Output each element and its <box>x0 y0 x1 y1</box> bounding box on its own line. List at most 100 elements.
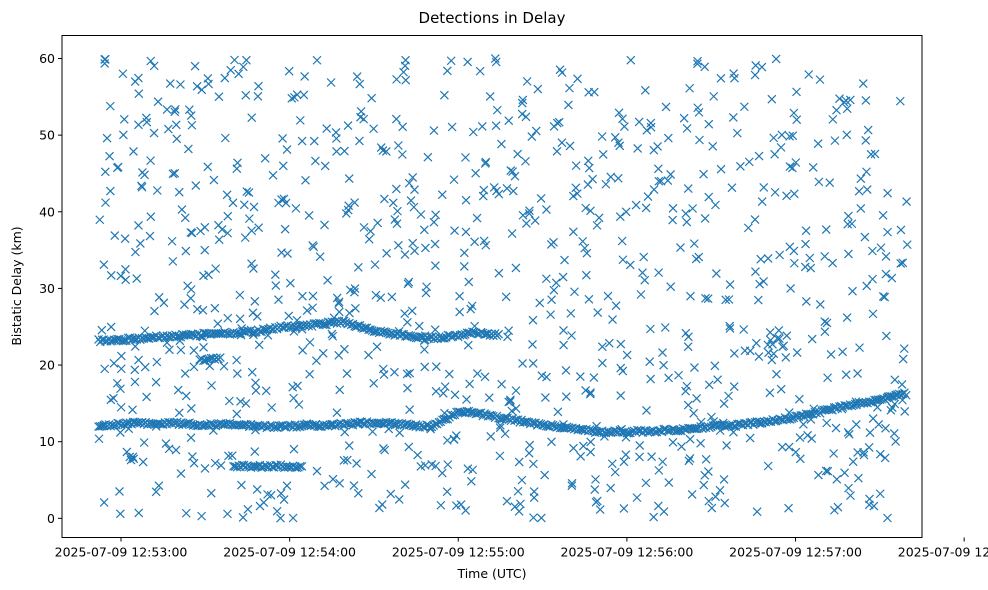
clutter-point <box>663 133 673 143</box>
clutter-point <box>186 285 196 294</box>
target-track-low-point <box>130 417 140 427</box>
clutter-point <box>203 74 213 83</box>
clutter-point <box>205 361 215 371</box>
clutter-point <box>106 270 116 280</box>
clutter-point <box>241 399 251 408</box>
clutter-point <box>744 157 754 167</box>
clutter-point <box>254 81 263 91</box>
clutter-point <box>856 174 866 184</box>
clutter-point <box>431 362 441 372</box>
clutter-point <box>189 458 199 468</box>
clutter-point <box>528 359 538 368</box>
clutter-point <box>654 268 664 278</box>
clutter-point <box>274 198 283 208</box>
clutter-point <box>393 141 403 150</box>
plot-frame <box>61 35 923 538</box>
clutter-point <box>461 195 471 205</box>
clutter-point <box>431 210 441 220</box>
target-track-low-point <box>840 401 850 410</box>
clutter-point <box>230 55 239 65</box>
clutter-point <box>844 483 853 493</box>
clutter-point <box>633 143 643 153</box>
clutter-point <box>368 427 378 437</box>
clutter-point <box>727 183 737 193</box>
clutter-point <box>315 252 325 262</box>
clutter-point <box>284 311 294 321</box>
clutter-point <box>401 75 411 85</box>
clutter-point <box>517 109 527 119</box>
target-track-low-point <box>885 391 895 401</box>
clutter-point <box>380 445 390 455</box>
clutter-point <box>642 406 651 415</box>
clutter-point <box>525 206 534 216</box>
clutter-point <box>198 305 208 315</box>
clutter-point <box>776 384 786 394</box>
clutter-point <box>438 388 448 398</box>
clutter-point <box>320 161 330 171</box>
clutter-point <box>896 225 906 235</box>
clutter-point <box>591 474 600 484</box>
clutter-point <box>479 236 489 246</box>
clutter-point <box>142 117 152 127</box>
clutter-point <box>614 108 624 118</box>
target-track-low-point <box>301 420 310 430</box>
clutter-point <box>129 146 138 156</box>
y-tick-label: 10 <box>39 434 55 449</box>
clutter-point <box>788 131 798 141</box>
clutter-point <box>120 234 130 244</box>
clutter-point <box>722 440 732 450</box>
clutter-point <box>843 427 853 437</box>
clutter-point <box>580 243 590 253</box>
clutter-point <box>423 152 433 162</box>
clutter-point <box>293 381 302 391</box>
clutter-point <box>682 381 692 391</box>
clutter-point <box>135 239 145 248</box>
clutter-point <box>643 192 653 202</box>
clutter-point <box>342 455 352 465</box>
clutter-point <box>420 243 430 253</box>
target-track-low-point <box>169 417 179 427</box>
clutter-point <box>97 325 107 335</box>
clutter-point <box>861 136 871 145</box>
clutter-point <box>588 174 598 184</box>
clutter-point <box>529 513 538 523</box>
clutter-point <box>180 369 190 378</box>
clutter-point <box>382 248 392 258</box>
x-tick-label: 2025-07-09 12:55:00 <box>392 545 525 560</box>
clutter-point <box>236 397 245 406</box>
target-track-low-point <box>221 419 231 428</box>
target-track-low-point <box>457 408 467 417</box>
clutter-point <box>524 448 534 458</box>
clutter-point <box>815 75 825 85</box>
clutter-point <box>116 384 125 394</box>
clutter-point <box>247 367 257 377</box>
clutter-point <box>813 470 823 480</box>
clutter-point <box>898 354 908 364</box>
clutter-point <box>757 197 767 206</box>
clutter-point <box>552 146 562 156</box>
clutter-point <box>446 56 456 66</box>
clutter-point <box>252 312 262 321</box>
clutter-point <box>439 90 449 100</box>
target-track-low-point <box>859 398 869 408</box>
clutter-point <box>774 334 784 344</box>
target-track-low-point <box>784 414 793 424</box>
clutter-point <box>450 390 460 400</box>
clutter-point <box>859 450 869 460</box>
clutter-point <box>165 79 175 88</box>
clutter-point <box>570 287 579 297</box>
clutter-point <box>170 168 180 178</box>
clutter-point <box>875 489 885 499</box>
clutter-point <box>440 382 450 392</box>
clutter-point <box>100 55 110 64</box>
clutter-point <box>684 332 693 342</box>
clutter-point <box>597 358 607 368</box>
clutter-point <box>176 345 186 355</box>
clutter-point <box>116 364 126 374</box>
clutter-point <box>302 306 312 316</box>
clutter-point <box>693 56 702 66</box>
clutter-point <box>878 210 888 220</box>
clutter-point <box>259 498 269 508</box>
target-track-mid-point <box>327 317 337 327</box>
clutter-point <box>373 218 383 228</box>
